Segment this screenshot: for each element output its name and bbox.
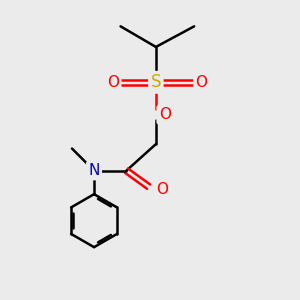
Text: O: O (107, 75, 119, 90)
Text: O: O (196, 75, 208, 90)
Text: O: O (156, 182, 168, 197)
Text: N: N (88, 163, 100, 178)
Text: O: O (159, 107, 171, 122)
Text: S: S (151, 73, 161, 91)
